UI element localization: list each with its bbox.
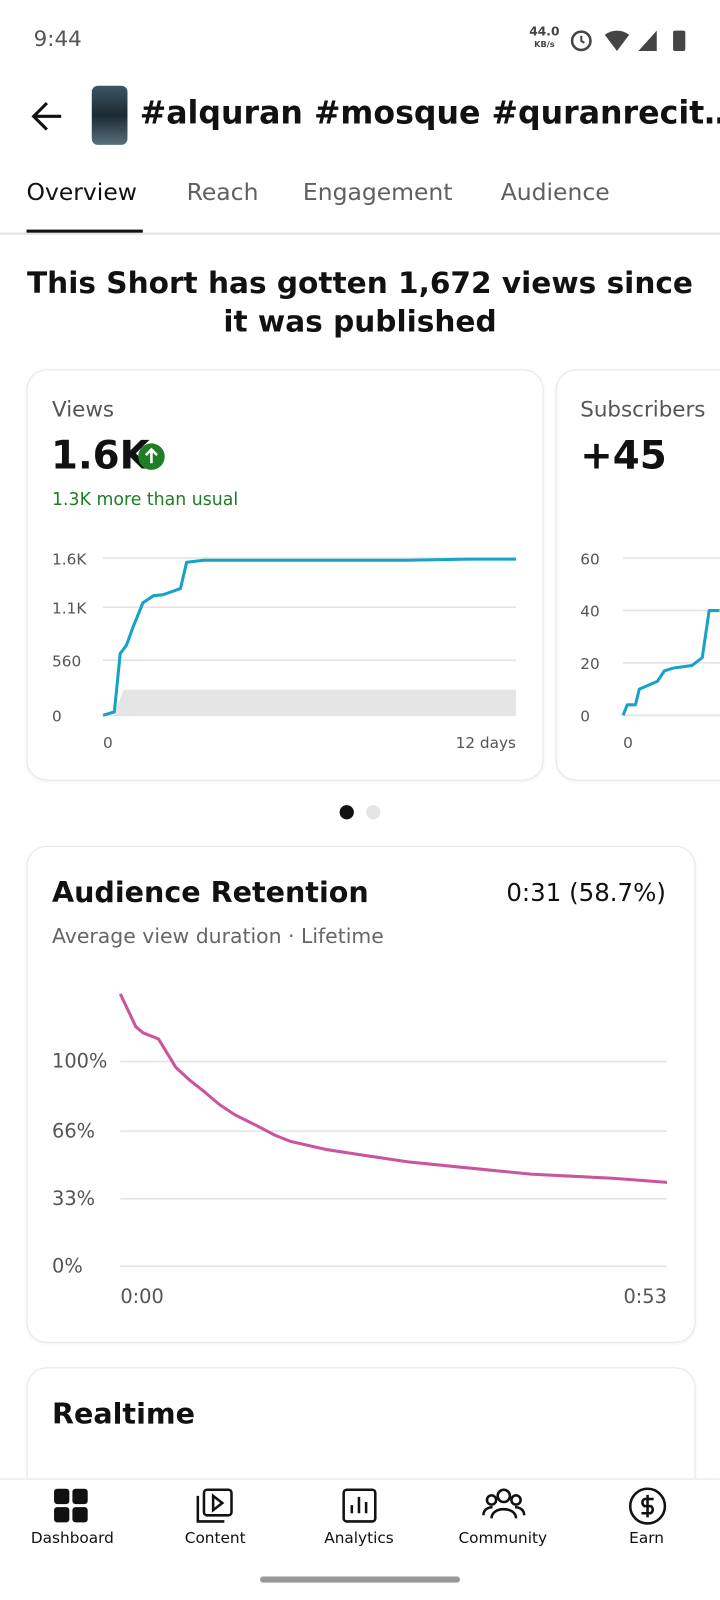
y-tick-label: 0 (580, 707, 590, 725)
y-tick-label: 60 (580, 550, 599, 568)
retention-summary: 0:31 (58.7%) (506, 878, 666, 908)
tab[interactable]: Engagement (302, 179, 453, 207)
video-thumbnail (91, 85, 128, 145)
x-tick-label: 12 days (456, 734, 516, 752)
nav-icons (54, 1487, 667, 1525)
x-tick-label: 0:53 (623, 1285, 667, 1308)
nav-item[interactable]: Earn (629, 1528, 664, 1547)
data-line (102, 557, 517, 717)
y-tick-label: 560 (52, 652, 81, 670)
up-icon (138, 443, 165, 470)
retention-card[interactable] (26, 845, 696, 1343)
tab[interactable]: Reach (186, 179, 259, 207)
headline: This Short has gotten 1,672 views since … (27, 265, 693, 339)
tab[interactable]: Audience (500, 179, 610, 207)
data-line (621, 609, 720, 716)
subscribers-card[interactable] (555, 369, 720, 781)
y-tick-label: 20 (580, 655, 599, 673)
status-icons (570, 30, 686, 52)
card-title: Realtime (52, 1396, 195, 1431)
back-button[interactable] (29, 98, 66, 135)
charts: 0 560 1.1K 1.6K 0 12 days 0 20 40 60 0 0% 33% 66% 100%… (52, 550, 720, 1308)
card-title: Audience Retention (52, 875, 369, 910)
video-title: #alquran #mosque #quranrecit… (139, 94, 720, 132)
x-tick-label: 0:00 (120, 1285, 164, 1308)
x-tick-label: 0 (623, 734, 633, 752)
status-time: 9:44 (33, 26, 82, 52)
tab-indicator (26, 229, 143, 234)
card-label: Subscribers (580, 396, 706, 422)
card-subtitle: Average view duration · Lifetime (52, 923, 384, 948)
card-value: +45 (580, 432, 667, 478)
card-label: Views (52, 396, 114, 422)
card-value: 1.6K (50, 432, 150, 478)
nav-item[interactable]: Community (458, 1528, 548, 1547)
tab[interactable]: Overview (26, 179, 137, 207)
nav-item[interactable]: Content (184, 1528, 246, 1547)
net-speed: 44.0 KB/s (529, 24, 560, 50)
typical-range (113, 689, 517, 716)
page-dot[interactable] (366, 805, 381, 820)
y-tick-label: 40 (580, 603, 599, 621)
card-note: 1.3K more than usual (52, 489, 239, 511)
data-line (118, 993, 668, 1184)
y-tick-label: 0 (52, 707, 62, 725)
y-tick-label: 33% (52, 1187, 95, 1210)
net-speed-unit: KB/s (534, 39, 555, 49)
home-indicator (260, 1576, 460, 1583)
nav-item[interactable]: Analytics (324, 1528, 394, 1547)
divider (0, 232, 720, 235)
page-dot-active (339, 805, 354, 820)
y-tick-label: 1.1K (52, 599, 87, 617)
net-speed-value: 44.0 (529, 24, 560, 39)
y-tick-label: 100% (52, 1050, 107, 1073)
y-tick-label: 66% (52, 1119, 95, 1142)
nav-item[interactable]: Dashboard (30, 1528, 114, 1547)
y-tick-label: 0% (52, 1254, 83, 1277)
y-tick-label: 1.6K (52, 550, 87, 568)
x-tick-label: 0 (103, 734, 113, 752)
